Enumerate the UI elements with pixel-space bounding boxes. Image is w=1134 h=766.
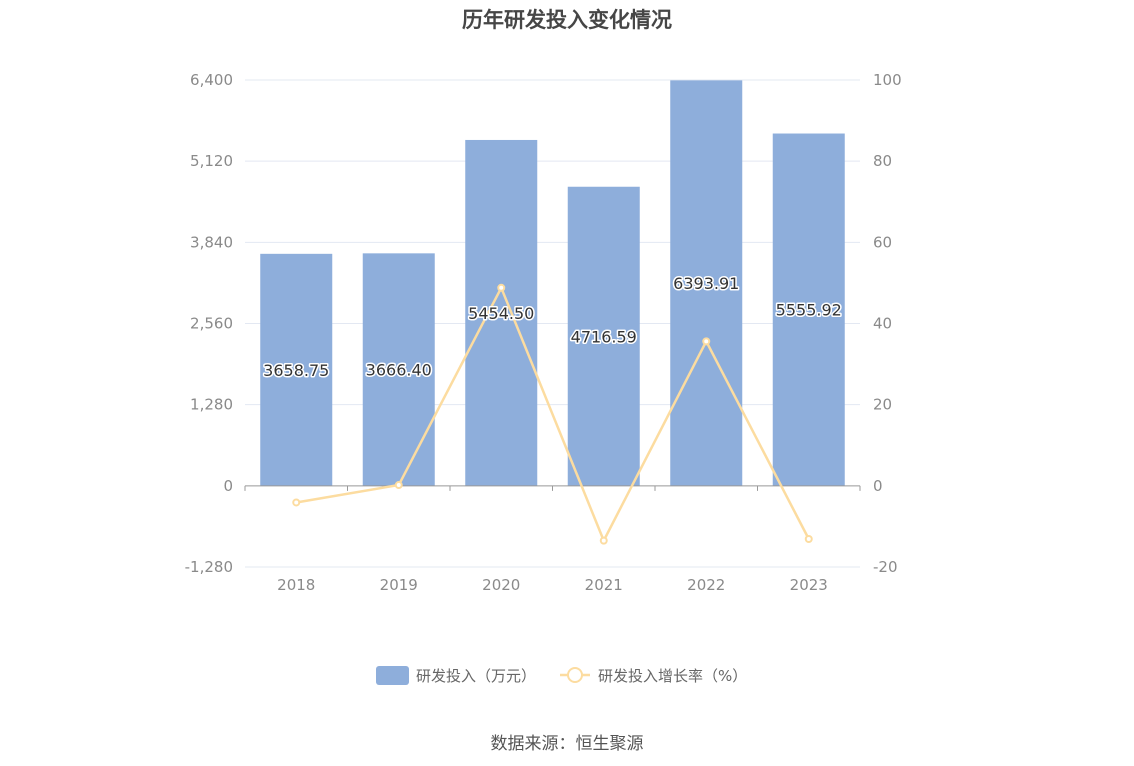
y-right-tick-label: 40	[873, 315, 892, 333]
legend-line-marker	[567, 667, 583, 683]
growth-line-series	[292, 283, 813, 545]
bar-series	[260, 80, 845, 486]
bar-data-label: 5555.92	[776, 301, 842, 320]
x-axis: 2018 2019 2020 2021 2022 2023	[244, 485, 861, 594]
y-axis-left: -1,280 0 1,280 2,560 3,840 5,120 6,400	[185, 71, 233, 576]
bar	[772, 133, 845, 486]
chart-title: 历年研发投入变化情况	[462, 8, 672, 32]
y-left-tick-label: 2,560	[190, 315, 233, 333]
x-tick-label: 2023	[790, 576, 828, 594]
y-left-tick-label: -1,280	[185, 558, 233, 576]
bar	[362, 253, 435, 486]
growth-point	[599, 536, 608, 545]
y-left-tick-label: 3,840	[190, 233, 233, 251]
bar-data-label: 4716.59	[571, 327, 637, 346]
bar-data-label: 6393.91	[673, 274, 739, 293]
legend-line-label[interactable]: 研发投入增长率（%）	[598, 667, 747, 685]
y-right-tick-label: -20	[873, 558, 898, 576]
legend-bar-swatch	[376, 666, 409, 685]
grid-lines	[245, 79, 860, 568]
legend-bar-label[interactable]: 研发投入（万元）	[416, 667, 536, 685]
y-right-tick-label: 0	[873, 477, 883, 495]
x-tick-label: 2018	[277, 576, 315, 594]
y-left-tick-label: 0	[223, 477, 233, 495]
growth-point	[497, 283, 506, 292]
x-tick-label: 2021	[585, 576, 623, 594]
y-right-tick-label: 20	[873, 396, 892, 414]
bar	[260, 253, 333, 486]
y-left-tick-label: 1,280	[190, 396, 233, 414]
growth-point	[804, 534, 813, 543]
y-axis-right: -20 0 20 40 60 80 100	[873, 71, 902, 576]
y-left-tick-label: 5,120	[190, 152, 233, 170]
bar-data-label: 3666.40	[366, 361, 432, 380]
bar	[567, 186, 640, 486]
bar-data-label: 5454.50	[468, 304, 534, 323]
legend[interactable]: 研发投入（万元） 研发投入增长率（%）	[376, 666, 747, 685]
growth-line	[296, 286, 810, 542]
bar-data-labels: 3658.75 3666.40 5454.50 4716.59 6393.91 5555.…	[262, 273, 844, 382]
x-tick-label: 2022	[687, 576, 725, 594]
x-tick-label: 2019	[380, 576, 418, 594]
data-source: 数据来源：恒生聚源	[490, 734, 644, 754]
growth-point	[394, 481, 403, 490]
y-right-tick-label: 80	[873, 152, 892, 170]
bar-data-label: 3658.75	[263, 361, 329, 380]
growth-point	[292, 498, 301, 507]
y-right-tick-label: 60	[873, 233, 892, 251]
x-tick-label: 2020	[482, 576, 520, 594]
y-left-tick-label: 6,400	[190, 71, 233, 89]
bar	[465, 139, 538, 486]
bar	[670, 80, 743, 486]
y-right-tick-label: 100	[873, 71, 902, 89]
growth-point	[702, 337, 711, 346]
